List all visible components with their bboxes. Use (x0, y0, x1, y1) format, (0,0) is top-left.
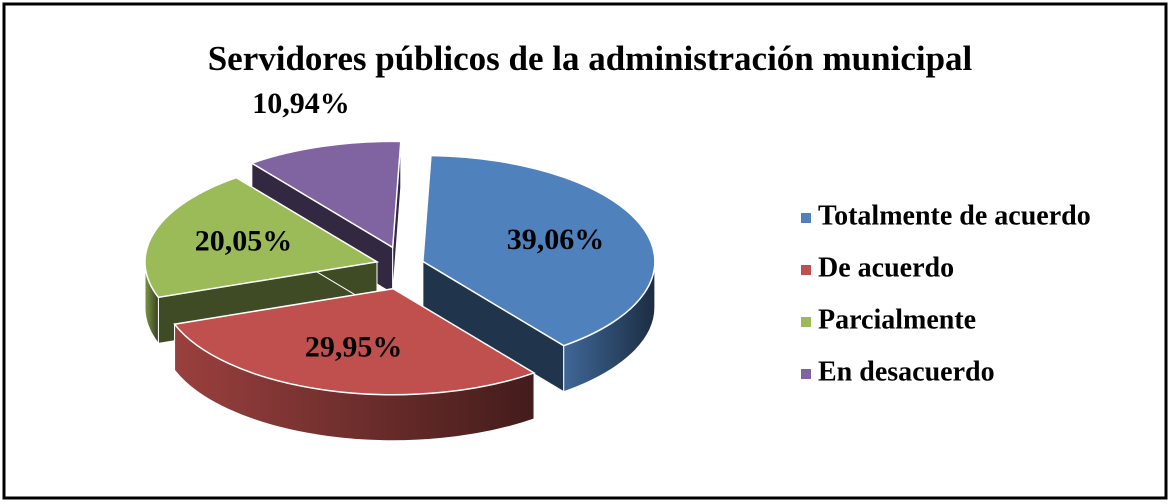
data-label: 10,94% (252, 87, 350, 120)
legend-label: Parcialmente (818, 304, 976, 335)
legend-swatch (801, 317, 811, 327)
legend-label: En desacuerdo (818, 356, 995, 387)
legend-swatch (801, 265, 811, 275)
data-label: 29,95% (305, 331, 403, 364)
legend-label: Totalmente de acuerdo (818, 200, 1091, 231)
data-label: 20,05% (195, 225, 293, 258)
data-label: 39,06% (507, 223, 605, 256)
slice (250, 140, 402, 249)
slice (173, 287, 536, 396)
slice (422, 154, 656, 347)
legend-swatch (801, 369, 811, 379)
legend-label: De acuerdo (818, 252, 954, 283)
slice (144, 176, 380, 299)
legend-swatch (801, 213, 811, 223)
chart-title: Servidores públicos de la administración… (208, 39, 973, 78)
